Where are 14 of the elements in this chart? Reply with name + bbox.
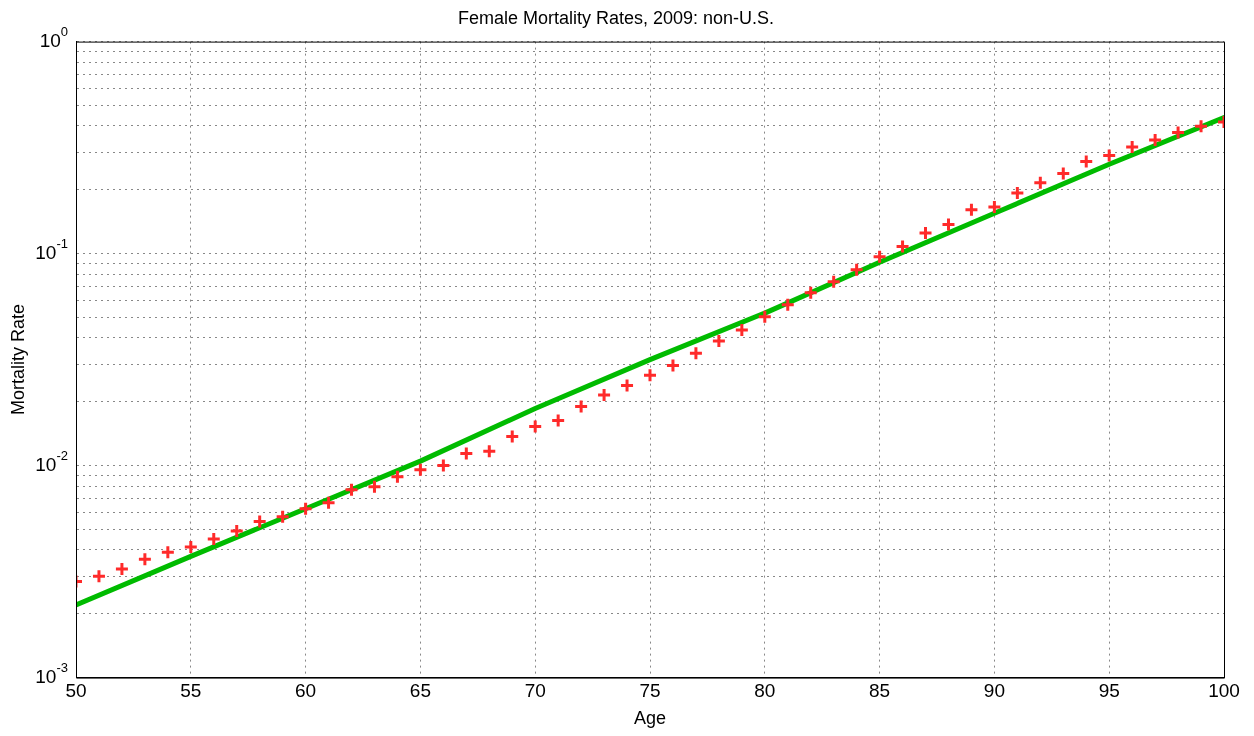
- y-axis-title: Mortality Rate: [7, 304, 28, 416]
- x-axis-title: Age: [633, 708, 667, 729]
- x-tick-label: 85: [869, 680, 891, 702]
- x-tick-label: 70: [524, 680, 546, 702]
- x-tick-label: 65: [409, 680, 431, 702]
- x-tick-label: 80: [754, 680, 776, 702]
- x-tick-label: 50: [65, 680, 87, 702]
- x-tick-label: 95: [1098, 680, 1120, 702]
- x-tick-label: 60: [295, 680, 317, 702]
- x-tick-label: 75: [639, 680, 661, 702]
- x-tick-label: 100: [1208, 680, 1240, 702]
- x-tick-label: 90: [983, 680, 1005, 702]
- x-tick-label: 55: [180, 680, 202, 702]
- chart-title: Female Mortality Rates, 2009: non-U.S.: [457, 7, 775, 28]
